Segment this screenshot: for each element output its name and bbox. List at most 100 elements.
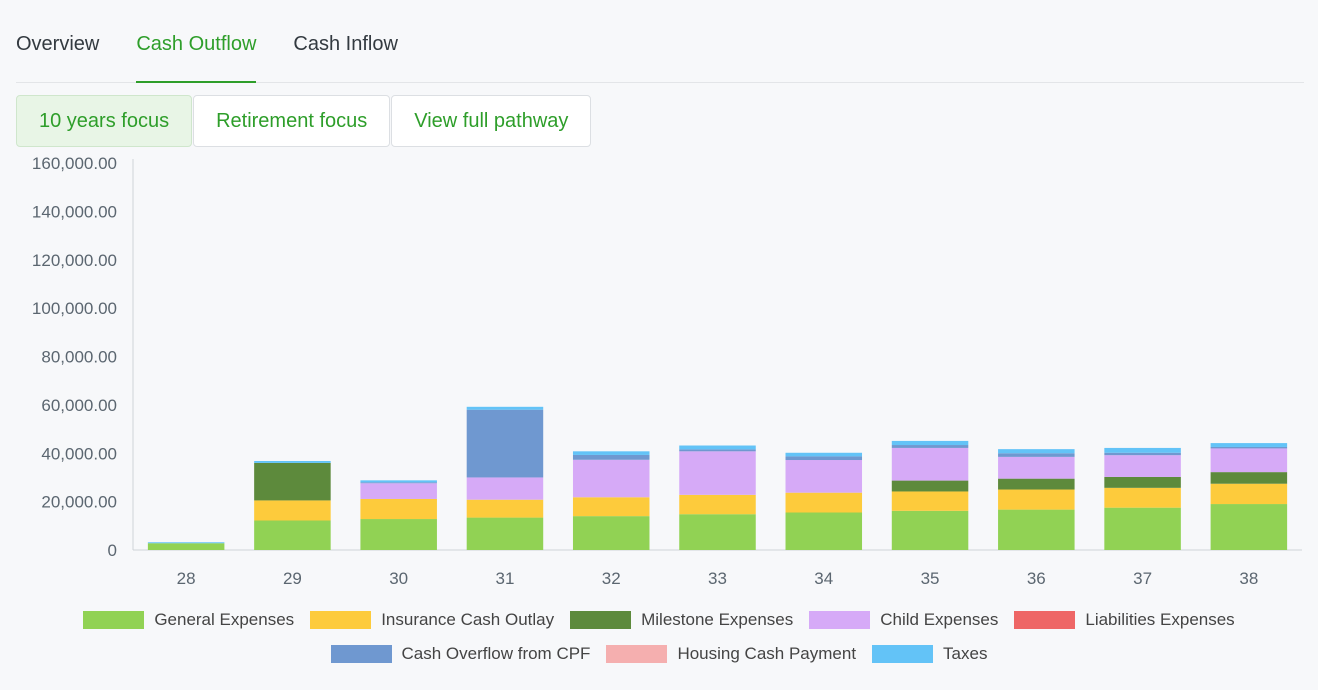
bar-segment[interactable] xyxy=(679,494,756,515)
x-tick-label: 28 xyxy=(177,569,196,588)
bar-segment[interactable] xyxy=(679,514,756,550)
bar-segment[interactable] xyxy=(254,520,331,550)
bar-segment[interactable] xyxy=(1210,443,1288,447)
retirement-focus-button[interactable]: Retirement focus xyxy=(193,95,391,147)
cash-outflow-chart: 0 20,000.00 40,000.00 60,000.00 80,000.00 100… xyxy=(32,154,1302,588)
bar-segment[interactable] xyxy=(785,492,863,513)
bar-segment[interactable] xyxy=(572,497,650,517)
bar-segment[interactable] xyxy=(1210,448,1288,473)
legend-item[interactable]: Housing Cash Payment xyxy=(606,644,856,664)
bar-segment[interactable] xyxy=(254,460,331,463)
legend-label: General Expenses xyxy=(154,610,295,629)
y-tick-label: 100,000.00 xyxy=(32,299,117,318)
y-tick-label: 80,000.00 xyxy=(41,348,117,367)
legend-swatch xyxy=(83,611,145,629)
x-tick-label: 29 xyxy=(283,569,302,588)
bar-segment[interactable] xyxy=(1104,447,1181,453)
y-tick-label: 20,000.00 xyxy=(41,493,117,512)
y-tick-label: 0 xyxy=(108,541,117,560)
bar-segment[interactable] xyxy=(254,462,331,501)
y-tick-label: 60,000.00 xyxy=(41,396,117,415)
bar-segment[interactable] xyxy=(466,499,544,518)
bar-segment[interactable] xyxy=(998,449,1075,454)
x-tick-label: 31 xyxy=(495,569,514,588)
bar-segment[interactable] xyxy=(891,491,969,511)
bar-segment[interactable] xyxy=(1104,507,1181,550)
bar-segment[interactable] xyxy=(891,445,969,448)
tab-cash-inflow[interactable]: Cash Inflow xyxy=(293,33,398,55)
bar-segment[interactable] xyxy=(360,480,437,483)
bar-segment[interactable] xyxy=(785,460,863,493)
legend-item[interactable]: Child Expenses xyxy=(809,610,998,630)
legend-item[interactable]: General Expenses xyxy=(83,610,294,630)
legend-item[interactable]: Taxes xyxy=(872,644,987,664)
x-tick-label: 34 xyxy=(814,569,833,588)
tab-overview[interactable]: Overview xyxy=(16,33,100,55)
view-full-pathway-button[interactable]: View full pathway xyxy=(391,95,592,147)
legend-swatch xyxy=(606,645,668,663)
bar-segment[interactable] xyxy=(147,543,225,550)
bar-segment[interactable] xyxy=(466,409,544,478)
y-tick-label: 40,000.00 xyxy=(41,444,117,463)
bar-segment[interactable] xyxy=(679,451,756,495)
legend-item[interactable]: Milestone Expenses xyxy=(570,610,793,630)
y-tick-label: 120,000.00 xyxy=(32,251,117,270)
legend-item[interactable]: Insurance Cash Outlay xyxy=(310,610,554,630)
bar-segment[interactable] xyxy=(998,478,1075,490)
bar-segment[interactable] xyxy=(891,440,969,446)
legend-label: Milestone Expenses xyxy=(641,610,794,629)
legend-label: Taxes xyxy=(943,644,988,663)
legend-label: Housing Cash Payment xyxy=(677,644,857,663)
legend-item[interactable]: Cash Overflow from CPF xyxy=(330,644,591,664)
bar-segment[interactable] xyxy=(1210,472,1288,484)
legend-row: General Expenses Insurance Cash Outlay Mil… xyxy=(0,603,1318,637)
ten-years-focus-button[interactable]: 10 years focus xyxy=(16,95,193,147)
x-tick-label: 35 xyxy=(921,569,940,588)
legend-item[interactable]: Liabilities Expenses xyxy=(1014,610,1235,630)
legend-label: Liabilities Expenses xyxy=(1085,610,1235,629)
bar-segment[interactable] xyxy=(679,449,756,452)
bar-segment[interactable] xyxy=(891,480,969,492)
bar-segment[interactable] xyxy=(679,445,756,450)
bar-segment[interactable] xyxy=(998,509,1075,550)
bar-segment[interactable] xyxy=(572,451,650,455)
legend-swatch xyxy=(310,611,372,629)
bar-segment[interactable] xyxy=(1210,483,1288,505)
tab-bar: Overview Cash Outflow Cash Inflow xyxy=(16,0,1304,83)
bar-segment[interactable] xyxy=(785,452,863,457)
bar-segment[interactable] xyxy=(360,482,437,484)
legend-label: Cash Overflow from CPF xyxy=(401,644,591,663)
bar-segment[interactable] xyxy=(572,516,650,550)
bar-segment[interactable] xyxy=(466,477,544,500)
bar-segment[interactable] xyxy=(572,454,650,460)
bar-segment[interactable] xyxy=(891,510,969,550)
bar-segment[interactable] xyxy=(1210,446,1288,449)
x-tick-label: 38 xyxy=(1239,569,1258,588)
legend-label: Child Expenses xyxy=(880,610,999,629)
bar-segment[interactable] xyxy=(785,456,863,461)
bar-segment[interactable] xyxy=(360,519,437,550)
bar-segment[interactable] xyxy=(466,517,544,550)
bar-segment[interactable] xyxy=(360,498,437,520)
bar-segment[interactable] xyxy=(998,453,1075,457)
bar-segment[interactable] xyxy=(466,406,544,410)
bar-segment[interactable] xyxy=(254,500,331,521)
bar-segment[interactable] xyxy=(360,483,437,499)
tab-cash-outflow[interactable]: Cash Outflow xyxy=(136,0,257,83)
legend-swatch xyxy=(809,611,871,629)
bar-segment[interactable] xyxy=(1104,476,1181,488)
bar-segment[interactable] xyxy=(572,459,650,498)
x-tick-label: 36 xyxy=(1027,569,1046,588)
bar-segment[interactable] xyxy=(147,542,225,544)
bar-segment[interactable] xyxy=(891,447,969,481)
bar-segment[interactable] xyxy=(1104,487,1181,508)
bar-segment[interactable] xyxy=(785,512,863,550)
legend-label: Insurance Cash Outlay xyxy=(381,610,555,629)
bar-segment[interactable] xyxy=(1104,452,1181,456)
bar-segment[interactable] xyxy=(998,489,1075,510)
bar-segment[interactable] xyxy=(998,456,1075,479)
x-tick-label: 33 xyxy=(708,569,727,588)
bar-segment[interactable] xyxy=(1210,504,1288,550)
focus-selector: 10 years focus Retirement focus View ful… xyxy=(16,95,592,147)
bar-segment[interactable] xyxy=(1104,455,1181,477)
